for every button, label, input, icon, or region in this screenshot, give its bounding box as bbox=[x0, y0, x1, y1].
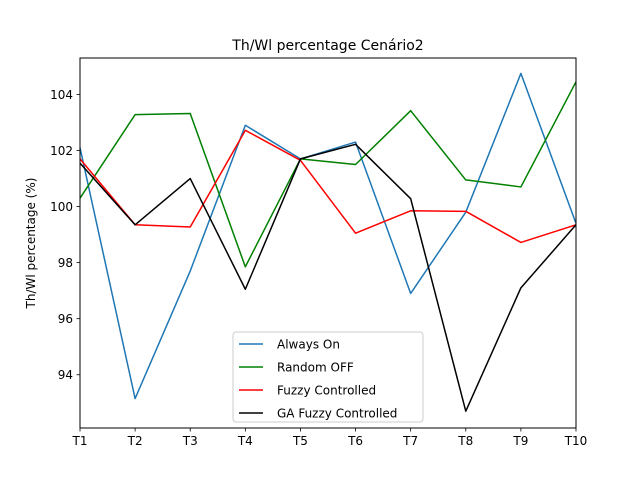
legend-box bbox=[232, 331, 424, 423]
chart-title: Th/Wl percentage Cenário2 bbox=[231, 38, 423, 54]
y-tick-label: 98 bbox=[58, 256, 73, 270]
y-axis-label: Th/Wl percentage (%) bbox=[24, 178, 38, 310]
x-tick-label: T7 bbox=[402, 434, 418, 448]
legend: Always On Random OFF Fuzzy Controlled GA Fu… bbox=[232, 331, 424, 423]
x-tick-label: T3 bbox=[182, 434, 198, 448]
x-axis-ticks: T1 T2 T3 T4 T5 T6 T7 T8 T9 T10 bbox=[72, 428, 588, 448]
series-line-2 bbox=[79, 81, 577, 268]
x-tick-label: T5 bbox=[292, 434, 308, 448]
x-tick-label: T10 bbox=[564, 434, 588, 448]
legend-label: GA Fuzzy Controlled bbox=[277, 407, 397, 421]
series-line-4 bbox=[79, 143, 577, 412]
x-tick-label: T1 bbox=[72, 434, 88, 448]
x-tick-label: T4 bbox=[237, 434, 253, 448]
y-tick-label: 96 bbox=[58, 312, 73, 326]
x-tick-label: T6 bbox=[347, 434, 363, 448]
legend-label: Fuzzy Controlled bbox=[277, 384, 376, 398]
y-tick-label: 94 bbox=[58, 368, 73, 382]
y-tick-label: 104 bbox=[50, 88, 73, 102]
y-axis-ticks: 94 96 98 100 102 104 bbox=[50, 88, 80, 382]
series-line-3 bbox=[79, 129, 577, 244]
y-tick-label: 102 bbox=[50, 144, 73, 158]
series-group bbox=[79, 72, 577, 412]
plot-area-frame bbox=[79, 57, 577, 429]
series-line-1 bbox=[79, 72, 577, 400]
x-tick-label: T2 bbox=[127, 434, 143, 448]
x-tick-label: T8 bbox=[457, 434, 473, 448]
x-tick-label: T9 bbox=[512, 434, 528, 448]
legend-label: Always On bbox=[277, 338, 340, 352]
legend-label: Random OFF bbox=[277, 361, 354, 375]
y-tick-label: 100 bbox=[50, 200, 73, 214]
